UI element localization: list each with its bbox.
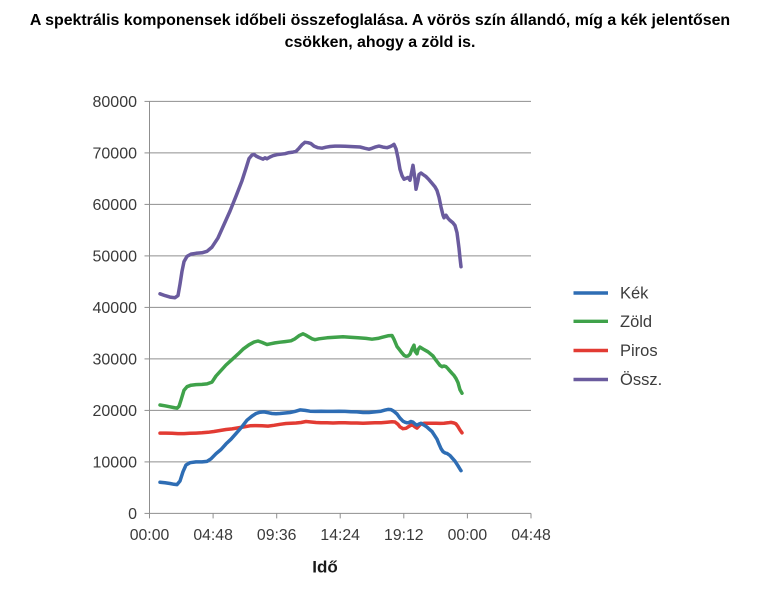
- svg-text:Zöld: Zöld: [620, 313, 652, 331]
- svg-text:80000: 80000: [93, 94, 138, 111]
- svg-text:20000: 20000: [93, 403, 138, 420]
- svg-text:Kék: Kék: [620, 285, 649, 303]
- svg-text:04:48: 04:48: [193, 527, 233, 544]
- svg-text:00:00: 00:00: [130, 527, 170, 544]
- svg-text:04:48: 04:48: [511, 527, 551, 544]
- svg-text:00:00: 00:00: [448, 527, 488, 544]
- svg-text:0: 0: [128, 506, 137, 523]
- svg-text:60000: 60000: [93, 197, 138, 214]
- svg-text:09:36: 09:36: [257, 527, 297, 544]
- svg-text:50000: 50000: [93, 248, 138, 265]
- svg-text:Idő: Idő: [312, 558, 338, 577]
- svg-text:14:24: 14:24: [320, 527, 360, 544]
- svg-text:40000: 40000: [93, 300, 138, 317]
- svg-text:10000: 10000: [93, 454, 138, 471]
- svg-text:70000: 70000: [93, 145, 138, 162]
- svg-text:Piros: Piros: [620, 342, 658, 360]
- svg-text:Össz.: Össz.: [620, 371, 662, 389]
- svg-text:30000: 30000: [93, 351, 138, 368]
- svg-text:19:12: 19:12: [384, 527, 424, 544]
